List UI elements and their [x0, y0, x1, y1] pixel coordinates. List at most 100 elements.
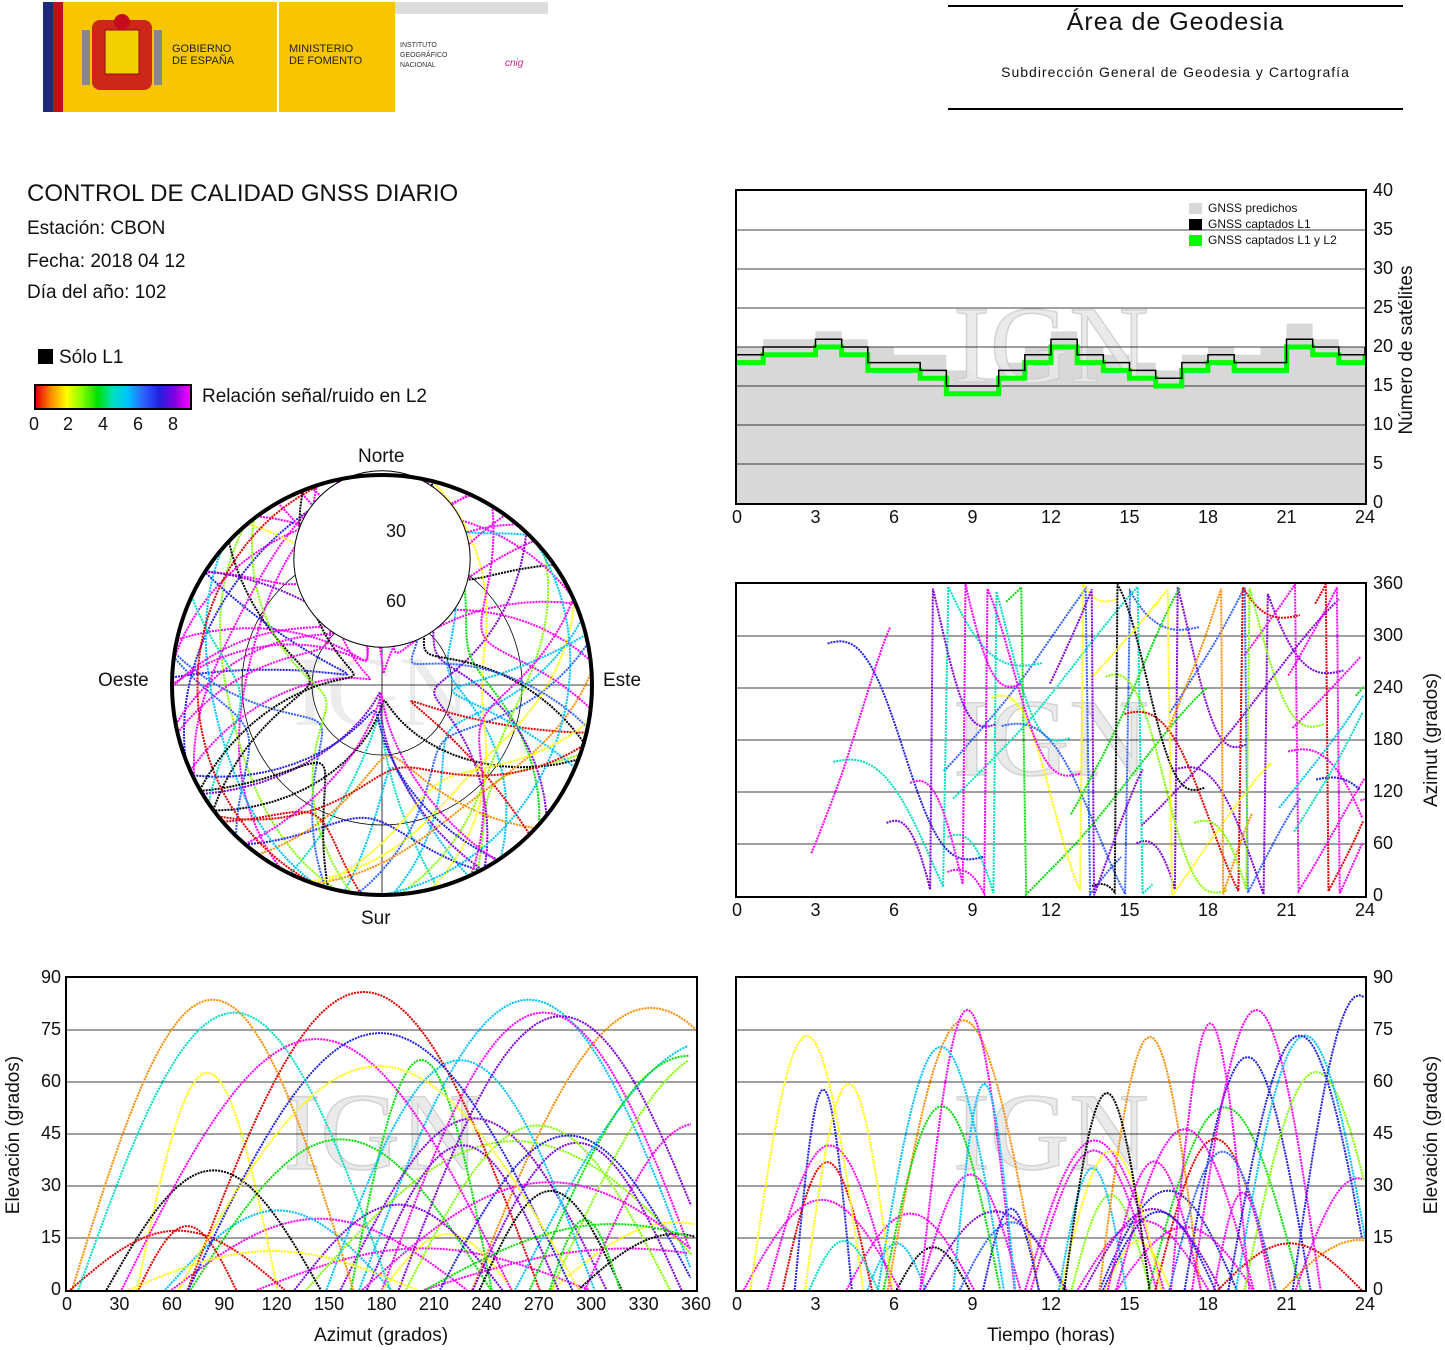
- tick-label: 10: [1373, 414, 1394, 434]
- satellite-track: [1227, 1034, 1363, 1290]
- tick-label: 5: [1373, 453, 1384, 473]
- tick-label: 30: [1373, 258, 1394, 278]
- satellite-track: [1070, 1193, 1152, 1290]
- tick-label: 360: [1373, 573, 1404, 593]
- satellite-track: [1287, 748, 1364, 819]
- satellite-track: [196, 482, 325, 885]
- elevation-time-svg: IGN: [737, 994, 1365, 1290]
- tick-label: 300: [576, 1294, 607, 1314]
- satellite-track: [120, 1037, 513, 1290]
- snr-tick: 6: [133, 414, 144, 434]
- ign-logo-box: [395, 2, 548, 112]
- tick-label: 210: [418, 1294, 449, 1314]
- satellite-track: [952, 584, 1154, 896]
- tick-label: 90: [214, 1294, 235, 1314]
- satellite-track: [804, 1082, 894, 1290]
- satellite-track: [172, 571, 349, 679]
- satellite-track: [1106, 1160, 1202, 1290]
- satellite-track: [1058, 1166, 1128, 1290]
- satellite-track: [919, 1008, 1016, 1290]
- satellite-track: [1291, 656, 1362, 729]
- satellite-track: [1213, 1191, 1272, 1290]
- tick-label: 30: [1373, 1175, 1394, 1195]
- satellite-track: [876, 1045, 1005, 1290]
- doy-label: Día del año: 102: [27, 282, 167, 303]
- azimuth-time-svg: IGN: [737, 584, 1365, 896]
- satellite-track: [550, 1059, 689, 1290]
- tick-label: 18: [1197, 900, 1219, 920]
- satellite-track: [398, 552, 550, 895]
- satellite-track: [1360, 798, 1365, 802]
- coat-of-arms-icon: [82, 2, 512, 112]
- satellite-track: [1083, 1207, 1222, 1290]
- satellite-track: [1091, 584, 1206, 895]
- satellite-track: [528, 1054, 689, 1290]
- satellite-track: [222, 810, 362, 895]
- tick-label: 0: [61, 1294, 73, 1314]
- satellite-track: [1293, 711, 1364, 833]
- report-title: CONTROL DE CALIDAD GNSS DIARIO: [27, 180, 459, 207]
- satellite-track: [381, 1011, 690, 1290]
- elevation-time-ylabel: Elevación (grados): [1421, 1055, 1442, 1215]
- snr-tick: 2: [63, 414, 74, 434]
- satellite-track: [172, 509, 574, 662]
- satellite-track: [1168, 588, 1254, 895]
- tick-label: 60: [1373, 1071, 1394, 1091]
- satellite-track: [1098, 1189, 1238, 1290]
- snr-colorbar: [34, 384, 192, 410]
- satellite-track: [339, 1117, 608, 1290]
- satellite-track: [313, 670, 592, 885]
- satellite-track: [237, 475, 381, 870]
- tick-label: 18: [1197, 507, 1219, 527]
- satellite-track: [173, 656, 251, 837]
- satellite-track: [1355, 685, 1365, 697]
- satellite-track: [189, 479, 372, 772]
- tick-label: 360: [680, 1294, 712, 1314]
- tick-label: 25: [1373, 297, 1394, 317]
- legend-l1l2: GNSS captados L1 y L2: [1208, 233, 1337, 247]
- satellite-track: [577, 1232, 696, 1290]
- tick-label: 15: [1373, 1227, 1394, 1247]
- satellite-track: [781, 1161, 873, 1290]
- tick-label: 180: [366, 1294, 397, 1314]
- tick-label: 120: [261, 1294, 292, 1314]
- ministry-line1: MINISTERIO: [289, 43, 354, 55]
- satellite-track: [391, 619, 583, 895]
- skyplot-west-label: Oeste: [98, 670, 149, 691]
- tick-label: 240: [471, 1294, 502, 1314]
- watermark-ign: IGN: [284, 1071, 480, 1193]
- satellite-track: [1070, 587, 1181, 815]
- satellite-track: [213, 699, 579, 812]
- satellite-track: [424, 1222, 689, 1290]
- tick-label: 24: [1354, 900, 1376, 920]
- satellite-track: [189, 1138, 492, 1290]
- satellite-track: [356, 642, 589, 895]
- satellite-track: [742, 1198, 901, 1290]
- snr-tick: 4: [98, 414, 109, 434]
- satellite-count-ylabel: Número de satélites: [1396, 265, 1417, 435]
- satellite-track: [480, 506, 592, 710]
- satellite-track: [1140, 598, 1340, 827]
- tick-label: 12: [1040, 900, 1062, 920]
- tick-label: 90: [40, 967, 61, 987]
- tick-label: 6: [888, 507, 900, 527]
- satellite-track: [1076, 1219, 1210, 1290]
- elevation-azimuth-ylabel: Elevación (grados): [3, 1055, 24, 1215]
- satellite-track: [69, 1229, 286, 1290]
- tick-label: 45: [1373, 1123, 1394, 1143]
- snr-tick: 0: [29, 414, 40, 434]
- satellite-track: [947, 588, 1082, 896]
- tick-label: 0: [1373, 1279, 1384, 1299]
- skyplot: IGN: [165, 470, 600, 900]
- tick-label: 15: [1119, 1294, 1140, 1314]
- snr-tick: 8: [168, 414, 179, 434]
- tick-label: 0: [1373, 492, 1384, 512]
- satellite-count-plot: IGN GNSS predichos GNSS captados L1 GNSS…: [735, 189, 1367, 505]
- ign-line2: GEOGRÁFICO: [400, 52, 448, 59]
- satellite-track: [1291, 994, 1364, 1290]
- satellite-track: [349, 1058, 493, 1290]
- tick-label: 120: [1373, 781, 1404, 801]
- tick-label: 15: [1119, 900, 1140, 920]
- satellite-track: [548, 1218, 622, 1290]
- satellite-track: [895, 1246, 971, 1290]
